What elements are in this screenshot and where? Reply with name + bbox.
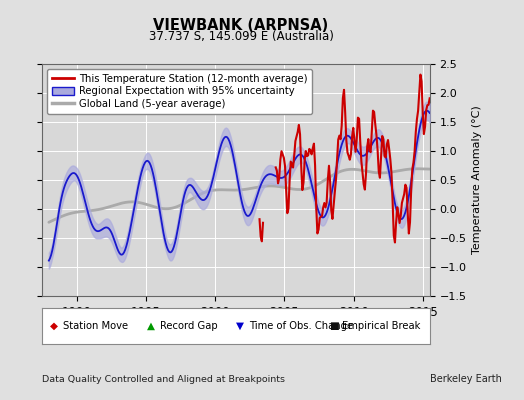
Text: Empirical Break: Empirical Break	[343, 321, 421, 331]
Text: ◆: ◆	[50, 321, 58, 331]
Text: Berkeley Earth: Berkeley Earth	[430, 374, 501, 384]
Text: ▼: ▼	[236, 321, 244, 331]
Text: Station Move: Station Move	[63, 321, 128, 331]
Text: 37.737 S, 145.099 E (Australia): 37.737 S, 145.099 E (Australia)	[149, 30, 333, 43]
Y-axis label: Temperature Anomaly (°C): Temperature Anomaly (°C)	[472, 106, 482, 254]
Text: VIEWBANK (ARPNSA): VIEWBANK (ARPNSA)	[154, 18, 329, 33]
Text: Record Gap: Record Gap	[160, 321, 218, 331]
Text: Data Quality Controlled and Aligned at Breakpoints: Data Quality Controlled and Aligned at B…	[42, 375, 285, 384]
Text: ■: ■	[329, 321, 339, 331]
Legend: This Temperature Station (12-month average), Regional Expectation with 95% uncer: This Temperature Station (12-month avera…	[47, 69, 312, 114]
Text: ▲: ▲	[147, 321, 155, 331]
Text: Time of Obs. Change: Time of Obs. Change	[249, 321, 354, 331]
